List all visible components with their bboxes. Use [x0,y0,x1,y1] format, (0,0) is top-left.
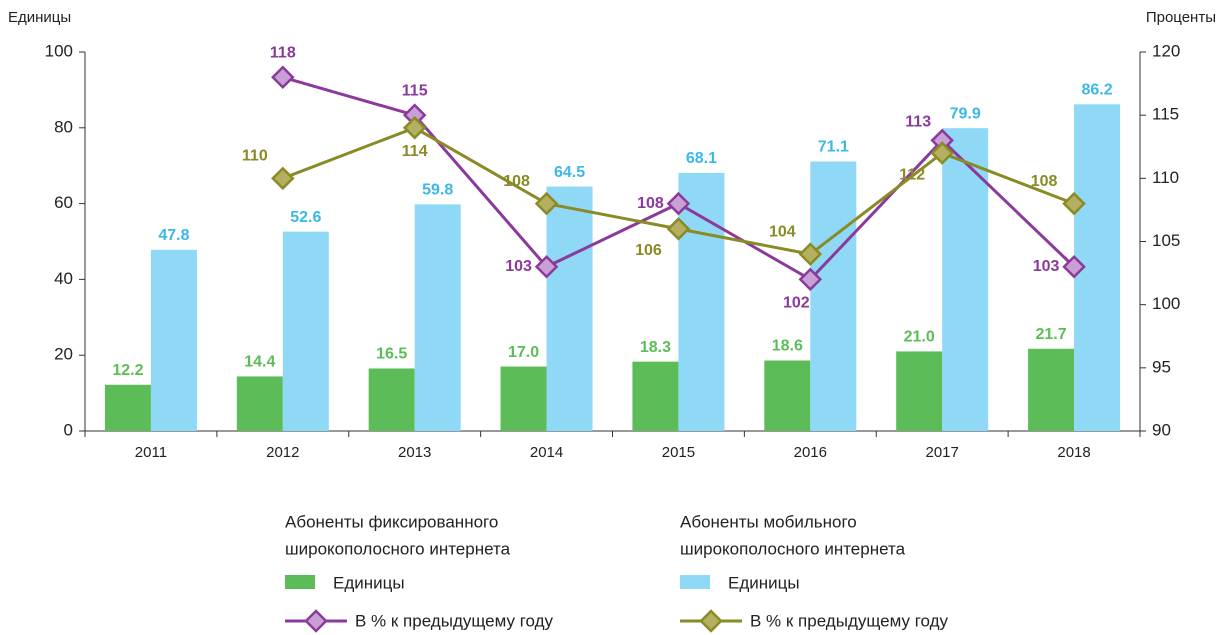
line-value-label: 102 [783,295,810,312]
line-marker [930,141,954,165]
line-value-label: 113 [905,114,931,131]
bar-value-label: 59.8 [422,182,453,199]
legend-group-title: Абоненты фиксированного [285,512,498,531]
legend-label: В % к предыдущему году [355,611,554,630]
legend-group-title: Абоненты мобильного [680,512,857,531]
x-tick-label: 2018 [1057,444,1090,461]
bar-value-label: 52.6 [290,209,321,226]
y2-axis-label: Проценты [1146,9,1216,26]
x-tick-label: 2016 [794,444,827,461]
bar [150,249,197,431]
legend-label: В % к предыдущему году [750,611,949,630]
legend-marker [304,609,328,633]
line-marker [666,191,691,216]
x-tick-label: 2011 [135,444,167,461]
legend-group-title: широкополосного интернета [285,539,511,558]
bar-value-label: 47.8 [158,227,189,244]
line-value-label: 112 [899,166,925,183]
line-marker [798,267,823,292]
line-marker [798,242,823,266]
line-value-label: 108 [1031,173,1058,190]
x-tick-label: 2013 [398,444,431,461]
y-tick-label: 40 [54,269,73,288]
bar-value-label: 21.0 [904,329,935,346]
bar [546,186,593,431]
line-value-label: 104 [769,223,796,240]
line-marker [534,254,559,279]
y2-tick-label: 100 [1152,294,1180,313]
bar [282,231,329,431]
line-value-label: 108 [637,195,664,212]
y-axis-label: Единицы [8,9,71,26]
bar-value-label: 68.1 [686,150,717,167]
x-tick-label: 2014 [530,444,563,461]
line-marker [271,65,295,90]
bar [942,128,989,431]
legend-swatch [680,575,710,589]
bar [810,161,857,431]
y2-tick-label: 105 [1152,231,1180,250]
y2-tick-label: 115 [1152,105,1179,124]
bar-value-label: 12.2 [112,362,143,379]
bar-value-label: 17.0 [508,344,539,361]
x-tick-label: 2012 [266,444,299,461]
bar [236,376,283,431]
line-value-label: 115 [402,82,428,99]
bar [632,361,679,431]
x-tick-label: 2015 [662,444,695,461]
bar-value-label: 64.5 [554,164,585,181]
y2-tick-label: 90 [1152,420,1171,439]
line-marker [1062,191,1086,216]
y-tick-label: 100 [45,41,73,60]
bar [500,366,547,431]
line-value-label: 118 [270,44,296,61]
y-tick-label: 20 [54,345,73,364]
x-tick-label: 2017 [926,444,959,461]
y-tick-label: 80 [54,117,73,136]
y2-tick-label: 95 [1152,357,1171,376]
line-value-label: 114 [402,143,428,160]
line-value-label: 103 [1033,258,1060,275]
bar [678,172,725,431]
line-value-label: 110 [242,148,268,165]
bar-value-label: 16.5 [376,346,407,363]
bar-value-label: 71.1 [818,139,849,156]
line-marker [402,116,427,140]
bar-value-label: 86.2 [1081,82,1112,99]
y-tick-label: 60 [54,193,73,212]
y2-tick-label: 110 [1152,168,1179,187]
bar [104,384,151,431]
line-value-label: 103 [505,258,532,275]
bar-value-label: 18.3 [640,339,671,356]
line-marker [1062,254,1086,279]
bar-value-label: 21.7 [1035,326,1066,343]
bar-value-label: 79.9 [950,105,981,122]
bar [368,368,415,431]
line-value-label: 108 [503,173,530,190]
line-marker [271,166,295,191]
bar-value-label: 14.4 [244,354,275,371]
line-marker [534,191,559,216]
bar [414,204,461,431]
legend-group-title: широкополосного интернета [680,539,906,558]
bar [896,351,943,431]
line-value-label: 106 [635,242,662,259]
y2-tick-label: 120 [1152,41,1180,60]
line-marker [666,217,691,241]
bar [1028,348,1075,431]
y-tick-label: 0 [64,420,73,439]
legend-label: Единицы [728,573,800,592]
legend-swatch [285,575,315,589]
legend-marker [699,609,723,633]
bar [764,360,811,431]
bar-value-label: 18.6 [772,338,803,355]
legend-label: Единицы [333,573,405,592]
